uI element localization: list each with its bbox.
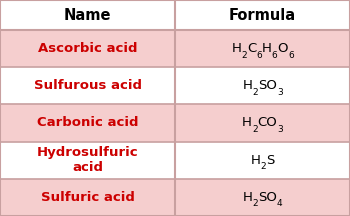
Text: 6: 6 <box>256 51 262 60</box>
Text: H: H <box>243 79 252 92</box>
Text: C: C <box>247 42 256 55</box>
Text: S: S <box>266 154 274 167</box>
Text: Sulfuric acid: Sulfuric acid <box>41 191 134 204</box>
Text: H: H <box>262 42 272 55</box>
Bar <box>0 67 350 104</box>
Text: 2: 2 <box>252 88 258 97</box>
Text: Ascorbic acid: Ascorbic acid <box>38 42 137 55</box>
Text: 3: 3 <box>277 125 283 134</box>
Text: 3: 3 <box>277 88 282 97</box>
Text: Formula: Formula <box>229 8 296 22</box>
Text: 4: 4 <box>277 199 282 208</box>
Text: 2: 2 <box>260 162 266 171</box>
Text: 6: 6 <box>272 51 278 60</box>
Text: H: H <box>251 154 260 167</box>
Bar <box>0 30 350 67</box>
Text: SO: SO <box>258 191 277 204</box>
Text: Hydrosulfuric
acid: Hydrosulfuric acid <box>37 146 138 174</box>
Text: CO: CO <box>258 116 277 130</box>
Text: 2: 2 <box>241 51 247 60</box>
Bar <box>0 0 350 30</box>
Bar <box>0 179 350 216</box>
Text: Name: Name <box>64 8 111 22</box>
Text: 6: 6 <box>288 51 294 60</box>
Text: Sulfurous acid: Sulfurous acid <box>34 79 141 92</box>
Text: 2: 2 <box>252 199 258 208</box>
Bar <box>0 104 350 142</box>
Text: H: H <box>243 191 252 204</box>
Text: H: H <box>242 116 252 130</box>
Bar <box>0 142 350 179</box>
Text: 2: 2 <box>252 125 258 134</box>
Text: O: O <box>278 42 288 55</box>
Text: H: H <box>231 42 241 55</box>
Text: Carbonic acid: Carbonic acid <box>37 116 138 130</box>
Text: SO: SO <box>258 79 277 92</box>
